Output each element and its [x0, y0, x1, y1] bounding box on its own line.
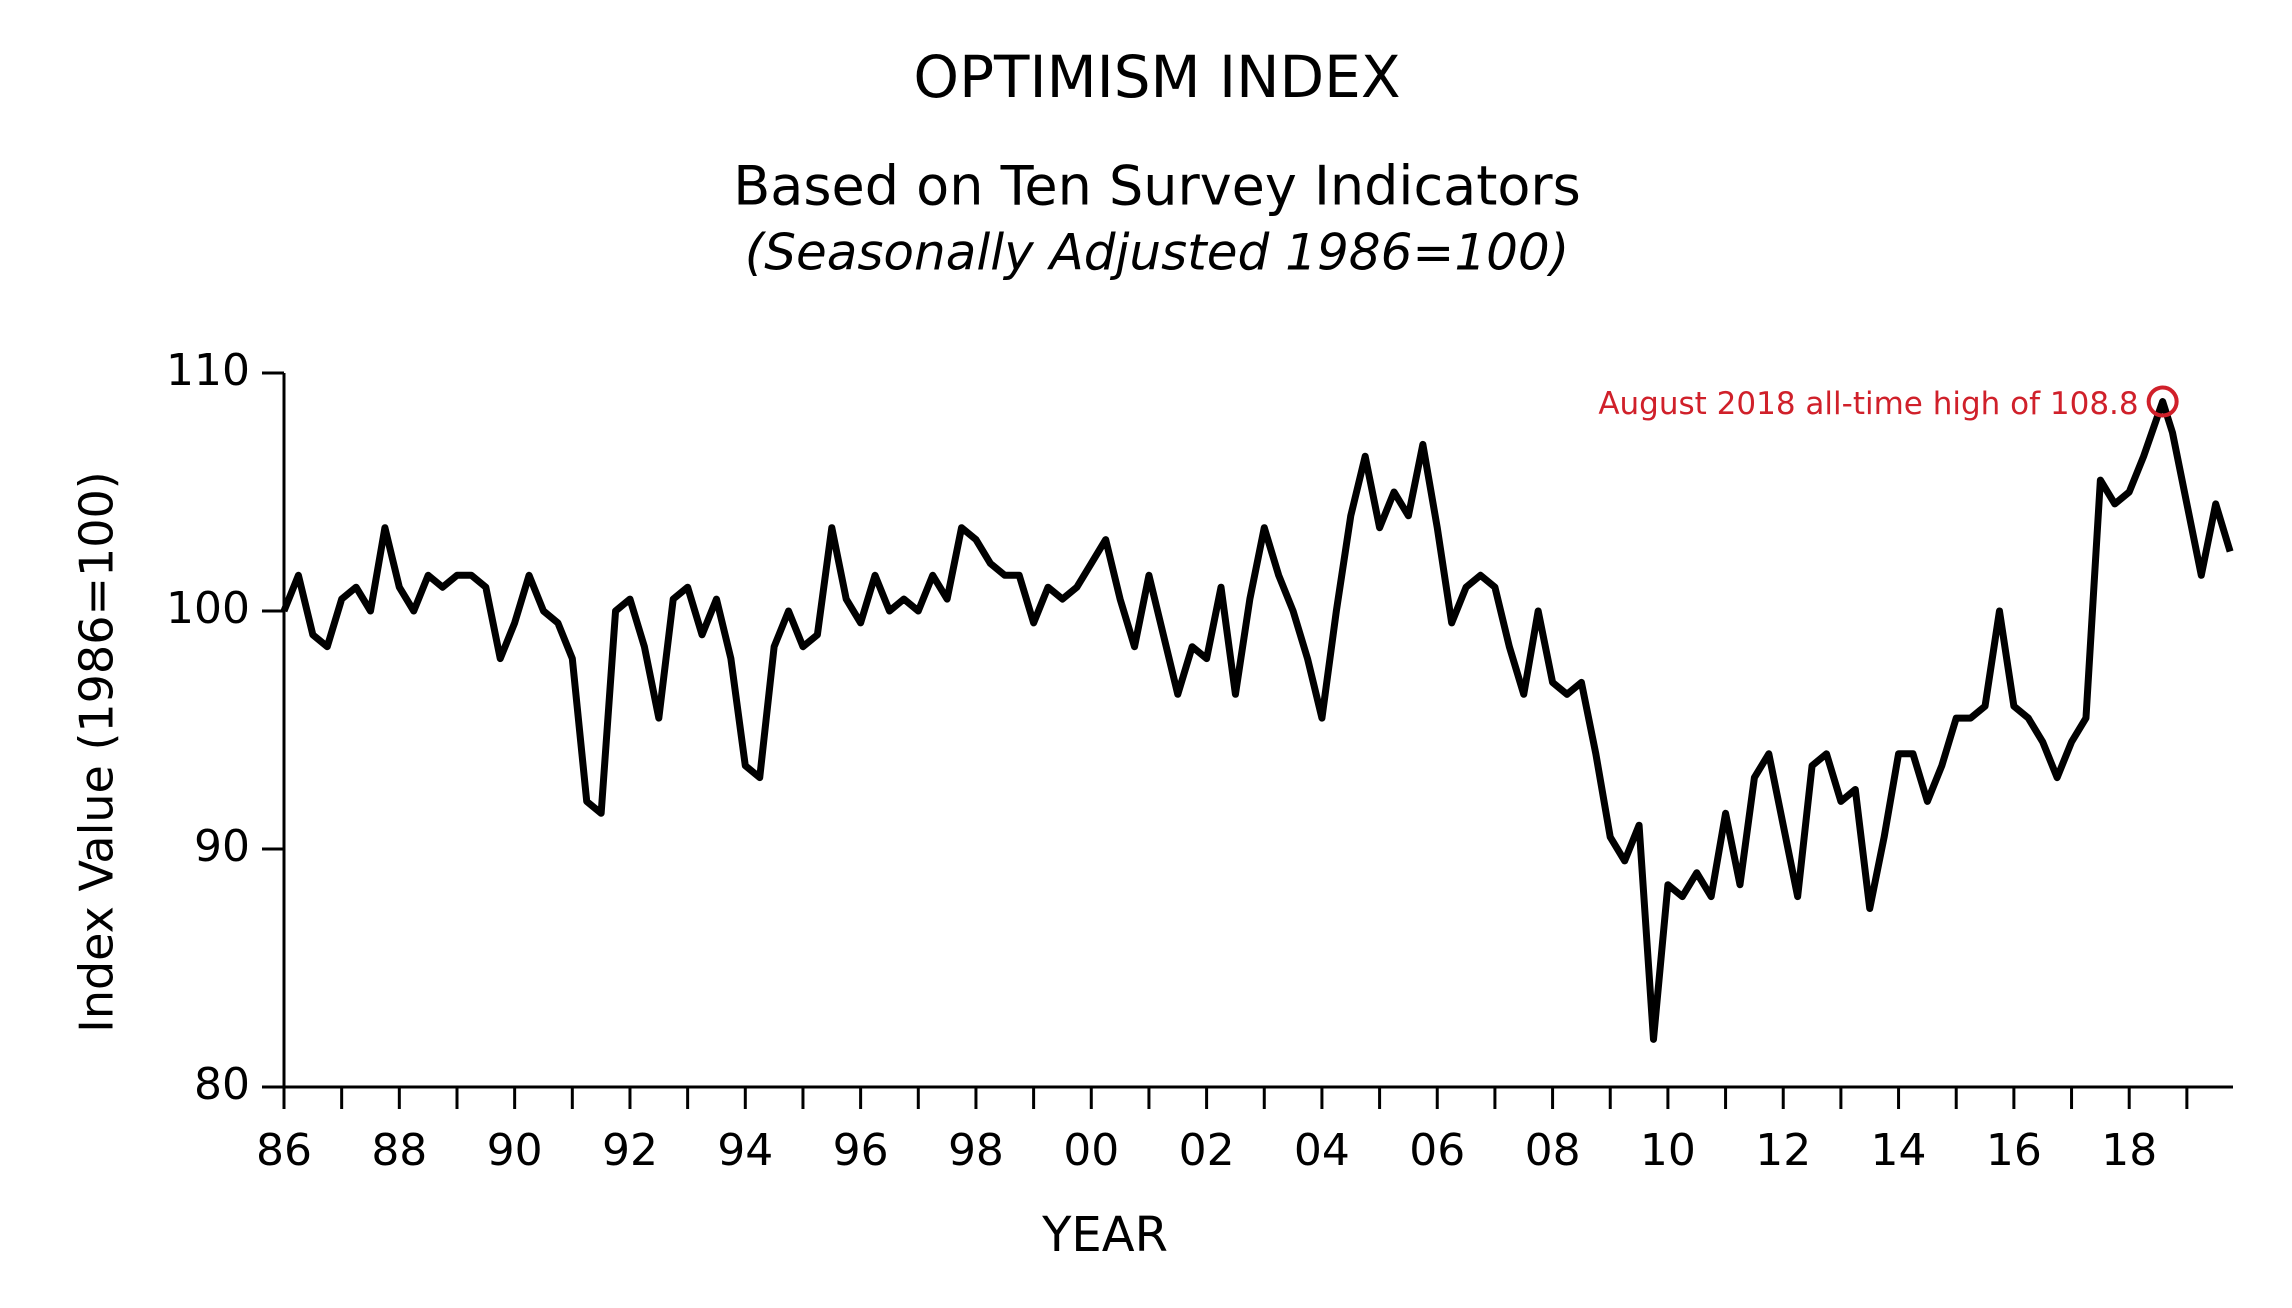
x-tick-label: 10: [1640, 1125, 1696, 1176]
x-tick-label: 00: [1063, 1125, 1119, 1176]
x-tick-label: 16: [1986, 1125, 2042, 1176]
y-tick-label: 80: [194, 1059, 250, 1110]
x-tick-label: 92: [602, 1125, 658, 1176]
chart-title: OPTIMISM INDEX: [913, 43, 1400, 111]
x-tick-label: 08: [1525, 1125, 1581, 1176]
x-tick-label: 12: [1755, 1125, 1811, 1176]
chart-subtitle: Based on Ten Survey Indicators: [733, 155, 1581, 218]
x-tick-label: 98: [948, 1125, 1004, 1176]
x-tick-label: 06: [1409, 1125, 1465, 1176]
x-tick-label: 94: [717, 1125, 773, 1176]
x-tick-label: 18: [2101, 1125, 2157, 1176]
x-tick-label: 14: [1871, 1125, 1927, 1176]
annotation-text: August 2018 all-time high of 108.8: [1598, 386, 2138, 422]
x-axis-label: YEAR: [1041, 1207, 1168, 1263]
x-tick-label: 02: [1179, 1125, 1235, 1176]
y-tick-label: 100: [166, 583, 250, 634]
x-tick-label: 86: [256, 1125, 312, 1176]
y-tick-label: 110: [166, 345, 250, 396]
y-tick-label: 90: [194, 821, 250, 872]
y-axis-label: Index Value (1986=100): [70, 471, 124, 1033]
annotation-circle: [2146, 385, 2179, 418]
x-tick-label: 96: [833, 1125, 889, 1176]
x-tick-label: 90: [487, 1125, 543, 1176]
x-tick-label: 04: [1294, 1125, 1350, 1176]
x-tick-label: 88: [371, 1125, 427, 1176]
chart-subtitle-note: (Seasonally Adjusted 1986=100): [745, 224, 1570, 282]
data-line: [280, 398, 2234, 1043]
